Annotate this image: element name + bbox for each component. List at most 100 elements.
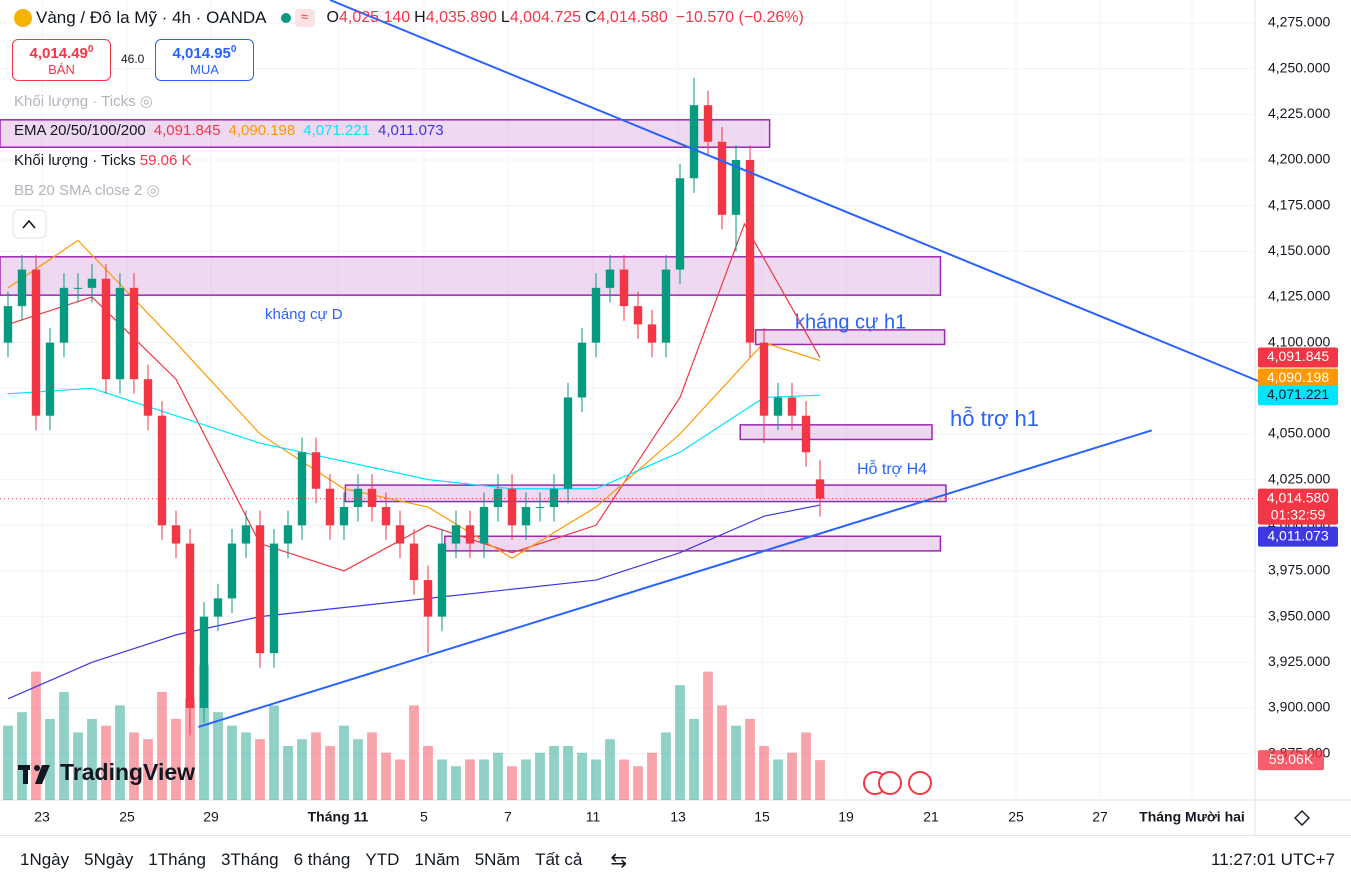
volume-bar xyxy=(283,745,293,800)
volume-bar xyxy=(437,759,447,800)
sell-price: 4,014.49 xyxy=(29,45,88,62)
volume-bar xyxy=(479,759,489,800)
y-tick-label: 4,150.000 xyxy=(1268,242,1330,258)
candle-body xyxy=(213,598,223,617)
volume-bar xyxy=(549,745,559,800)
logo-text: TradingView xyxy=(60,759,195,785)
volume-bar xyxy=(115,705,125,800)
ema-price-label: 4,090.198 xyxy=(1267,369,1329,385)
candle-body xyxy=(465,525,475,544)
market-status xyxy=(280,13,291,23)
y-tick-label: 4,250.000 xyxy=(1268,59,1330,75)
volume-label: 59.06K xyxy=(1269,751,1314,767)
clock: 11:27:01 UTC+7 xyxy=(1211,850,1335,869)
volume-bar xyxy=(297,739,307,800)
settings-icon[interactable] xyxy=(1294,810,1310,826)
zone xyxy=(344,484,947,503)
range-button[interactable]: Tất cả xyxy=(535,850,583,869)
volume-bar xyxy=(213,712,223,800)
collapse-button[interactable] xyxy=(12,209,47,239)
candle-body xyxy=(731,160,741,215)
candle-body xyxy=(115,287,125,380)
change: −10.570 (−0.26%) xyxy=(675,9,804,26)
volume-bar xyxy=(521,759,531,800)
ema-price-label: 4,011.073 xyxy=(1267,527,1328,543)
candle-body xyxy=(31,269,41,416)
buy-price: 4,014.95 xyxy=(172,45,231,62)
volume-bar xyxy=(255,739,265,800)
toolbar: 1Ngày 5Ngày 1Tháng 3Tháng 6 tháng YTD 1Năm 5Năm… xyxy=(0,835,1351,884)
volume-bar xyxy=(73,732,83,800)
range-button[interactable]: 1Năm xyxy=(414,850,460,869)
zone xyxy=(754,329,946,346)
buy-button[interactable]: 4,014.950 MUA xyxy=(155,39,254,81)
range-button[interactable]: 1Tháng xyxy=(148,850,206,869)
range-button[interactable]: YTD xyxy=(365,850,400,869)
zone xyxy=(444,535,942,552)
candle-body xyxy=(87,278,97,288)
date-range-icon[interactable]: ⇆ xyxy=(610,849,628,872)
candle-body xyxy=(73,287,83,289)
candle-body xyxy=(745,160,755,343)
volume-bar xyxy=(45,718,55,800)
volume-bar xyxy=(143,739,153,800)
ema-value: 4,090.198 xyxy=(228,122,296,139)
candle-body xyxy=(717,141,727,215)
x-tick-label: 11 xyxy=(586,809,601,825)
range-button[interactable]: 5Năm xyxy=(474,850,521,869)
candle-body xyxy=(409,543,419,581)
volume-bar xyxy=(171,718,181,800)
symbol-header: Vàng / Đô la Mỹ · 4h · OANDA ≈ O4,025.14… xyxy=(14,8,804,28)
x-tick-label: 15 xyxy=(754,809,770,825)
candle-body xyxy=(521,507,531,526)
eye-icon[interactable]: ◎ xyxy=(146,182,160,199)
candle-body xyxy=(255,525,265,654)
legend-text: Khối lượng · Ticks xyxy=(14,93,136,110)
range-button[interactable]: 3Tháng xyxy=(220,850,279,869)
legend-text: EMA 20/50/100/200 xyxy=(14,122,146,139)
sell-button[interactable]: 4,014.490 BÁN xyxy=(12,39,111,81)
y-tick-label: 4,025.000 xyxy=(1268,470,1330,486)
candle-body xyxy=(101,278,111,380)
eye-icon[interactable]: ◎ xyxy=(139,93,153,110)
zone xyxy=(739,424,933,441)
volume-bar xyxy=(535,752,545,800)
candle-body xyxy=(675,178,685,270)
candle-body xyxy=(143,379,153,416)
logo-mark xyxy=(34,765,40,771)
ohlc-key: O xyxy=(326,9,339,26)
ema-price-label: 4,071.221 xyxy=(1267,386,1329,402)
x-tick-label: 25 xyxy=(119,809,135,825)
x-tick-label: 21 xyxy=(923,809,939,825)
logo-mark xyxy=(35,765,50,784)
volume-bar xyxy=(339,725,349,800)
volume-bar xyxy=(381,752,391,800)
legend-volume: Khối lượng · Ticks 59.06 K xyxy=(14,152,191,169)
chart: 3,875.0003,900.0003,925.0003,950.0003,97… xyxy=(0,0,1351,835)
y-tick-label: 4,275.000 xyxy=(1268,14,1330,30)
event-icon[interactable] xyxy=(878,771,902,795)
candle-body xyxy=(297,452,307,526)
range-button[interactable]: 6 tháng xyxy=(293,850,351,869)
legend-volume-faded: Khối lượng · Ticks ◎ xyxy=(14,92,153,110)
ohlc-key: H xyxy=(414,9,426,26)
range-button[interactable]: 5Ngày xyxy=(84,850,134,869)
candle-body xyxy=(577,342,587,398)
buy-label: MUA xyxy=(190,62,219,77)
event-icon[interactable] xyxy=(908,771,932,795)
volume-bar xyxy=(325,745,335,800)
zone-label: kháng cự D xyxy=(265,306,343,323)
x-tick-label: 23 xyxy=(34,809,50,825)
range-button[interactable]: 1Ngày xyxy=(20,850,70,869)
ema-line xyxy=(7,239,821,559)
volume-bar xyxy=(577,752,587,800)
logo: TradingView xyxy=(18,759,195,785)
volume-bar xyxy=(633,766,643,800)
volume-value: 59.06 K xyxy=(139,152,192,169)
volume-bar xyxy=(703,671,713,800)
candle-body xyxy=(759,342,769,416)
volume-bar xyxy=(409,705,419,800)
volume-bar xyxy=(395,759,405,800)
ohlc-value: 4,025.140 xyxy=(338,9,411,26)
volume-bar xyxy=(311,732,321,800)
